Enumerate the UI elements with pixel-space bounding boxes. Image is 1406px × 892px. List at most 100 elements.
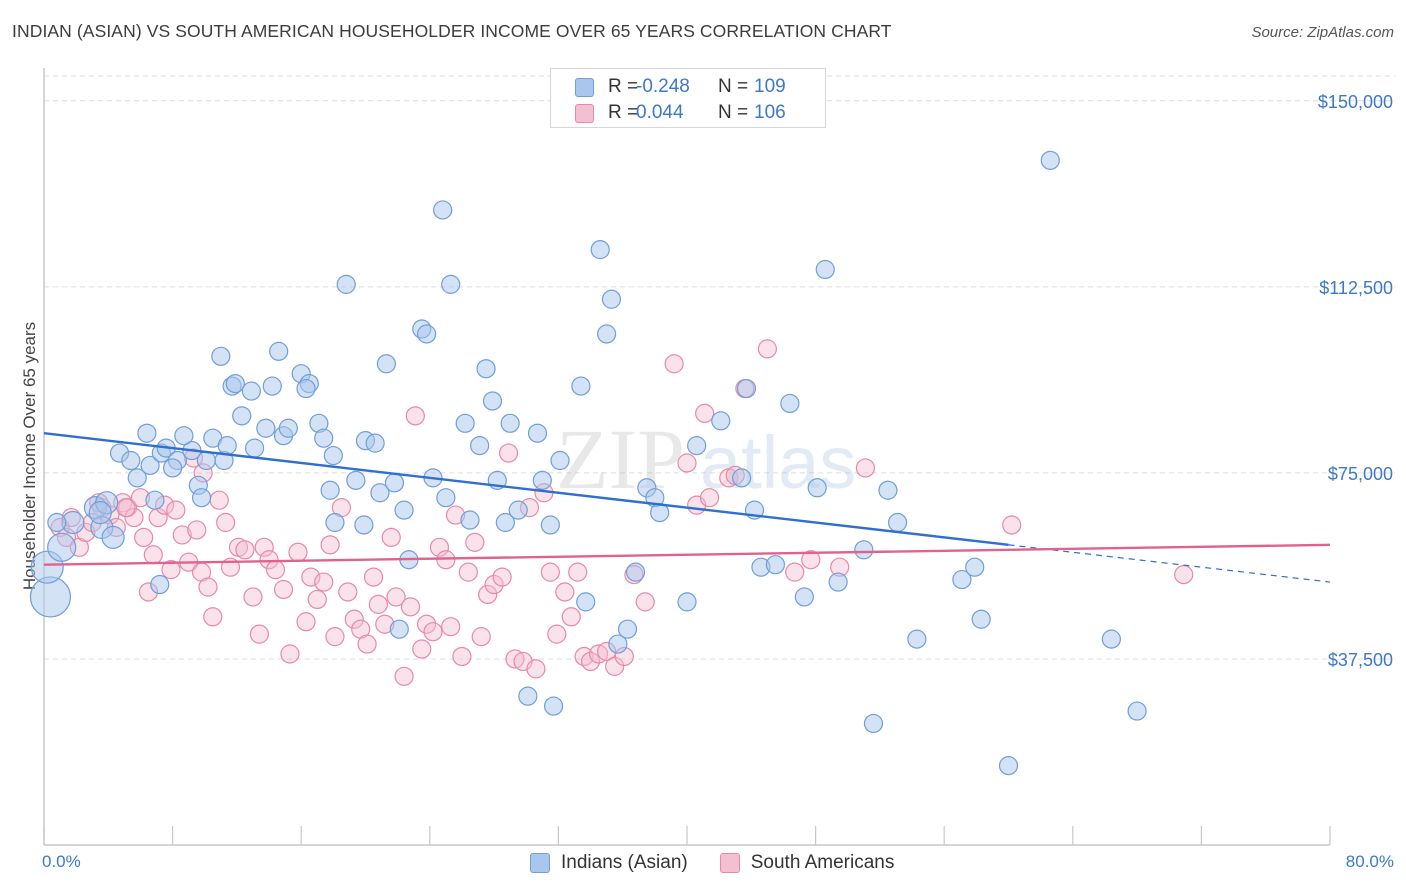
data-point-indians-asian bbox=[145, 490, 165, 510]
axes bbox=[43, 68, 1331, 846]
data-point-indians-asian bbox=[597, 324, 617, 344]
data-point-south-americans bbox=[412, 639, 432, 659]
data-point-indians-asian bbox=[137, 423, 157, 443]
data-point-indians-asian bbox=[677, 592, 697, 612]
legend-swatch-blue bbox=[575, 77, 594, 97]
legend-n-value: 109 bbox=[754, 76, 786, 97]
data-point-south-americans bbox=[166, 500, 186, 520]
series-legend: Indians (Asian) South Americans bbox=[530, 852, 926, 874]
data-point-indians-asian bbox=[887, 512, 908, 533]
data-point-south-americans bbox=[423, 622, 443, 642]
data-point-south-americans bbox=[116, 498, 136, 518]
data-point-indians-asian bbox=[863, 713, 884, 734]
legend-n-value: 106 bbox=[754, 102, 786, 123]
legend-r-label: R = bbox=[608, 76, 639, 97]
data-point-indians-asian bbox=[625, 562, 646, 582]
data-point-south-americans bbox=[363, 567, 384, 587]
data-point-indians-asian bbox=[244, 438, 265, 458]
data-point-south-americans bbox=[526, 659, 546, 679]
y-tick-label: $150,000 bbox=[1318, 92, 1393, 112]
legend-item-south-americans[interactable]: South Americans bbox=[719, 852, 894, 874]
data-point-indians-asian bbox=[815, 259, 835, 280]
data-point-indians-asian bbox=[780, 393, 800, 414]
data-point-south-americans bbox=[429, 537, 450, 557]
data-point-indians-asian bbox=[482, 391, 503, 411]
legend-row-indians: R = -0.248 N = 109 bbox=[575, 74, 786, 100]
legend-n-label: N = bbox=[718, 102, 749, 123]
data-point-indians-asian bbox=[211, 346, 231, 366]
data-point-south-americans bbox=[568, 562, 588, 582]
data-point-indians-asian bbox=[256, 418, 276, 438]
data-point-south-americans bbox=[505, 649, 525, 669]
data-point-south-americans bbox=[325, 627, 345, 647]
data-point-indians-asian bbox=[550, 450, 570, 471]
data-point-indians-asian bbox=[436, 488, 456, 508]
data-point-south-americans bbox=[209, 490, 229, 510]
data-point-south-americans bbox=[338, 582, 358, 602]
data-point-indians-asian bbox=[711, 411, 731, 431]
trend-line-indians-asian-extension bbox=[1008, 544, 1331, 583]
data-point-south-americans bbox=[547, 624, 567, 644]
data-point-south-americans bbox=[143, 545, 163, 565]
data-point-south-americans bbox=[386, 587, 406, 607]
data-point-south-americans bbox=[307, 589, 327, 610]
data-point-indians-asian bbox=[807, 478, 827, 498]
data-point-south-americans bbox=[394, 666, 414, 686]
data-point-indians-asian bbox=[140, 455, 160, 476]
data-point-indians-asian bbox=[518, 686, 538, 706]
data-point-indians-asian bbox=[163, 458, 183, 478]
data-point-south-americans bbox=[216, 512, 236, 533]
data-point-indians-asian bbox=[47, 512, 67, 533]
data-point-indians-asian bbox=[460, 510, 480, 530]
data-point-indians-asian bbox=[687, 436, 707, 456]
legend-row-south-americans: R = 0.044 N = 106 bbox=[575, 100, 786, 126]
legend-swatch-pink bbox=[575, 103, 594, 123]
data-point-indians-asian bbox=[196, 450, 216, 471]
data-point-south-americans bbox=[198, 577, 218, 597]
data-point-south-americans bbox=[254, 537, 274, 557]
data-point-indians-asian bbox=[346, 470, 366, 490]
data-point-south-americans bbox=[555, 582, 575, 602]
data-point-south-americans bbox=[492, 567, 512, 587]
x-tick-max: 80.0% bbox=[1345, 852, 1394, 871]
data-point-south-americans bbox=[699, 488, 720, 508]
x-tick-min: 0.0% bbox=[42, 852, 81, 871]
source-credit: Source: ZipAtlas.com bbox=[1251, 24, 1394, 41]
data-point-indians-asian bbox=[150, 574, 170, 595]
data-point-indians-asian bbox=[543, 696, 564, 716]
data-point-south-americans bbox=[757, 339, 777, 359]
data-point-indians-asian bbox=[370, 483, 390, 503]
data-point-south-americans bbox=[344, 609, 364, 629]
legend-swatch-blue bbox=[530, 853, 550, 873]
data-point-indians-asian bbox=[998, 756, 1019, 776]
data-point-south-americans bbox=[478, 584, 498, 605]
correlation-legend: R = -0.248 N = 109 R = 0.044 N = 106 bbox=[550, 68, 826, 128]
legend-r-value: 0.044 bbox=[636, 102, 684, 123]
data-point-indians-asian bbox=[736, 378, 757, 399]
data-point-indians-asian bbox=[495, 512, 515, 533]
data-point-indians-asian bbox=[174, 426, 194, 446]
legend-item-indians[interactable]: Indians (Asian) bbox=[530, 852, 688, 874]
data-point-south-americans bbox=[1174, 565, 1194, 585]
data-point-indians-asian bbox=[476, 359, 496, 379]
data-point-indians-asian bbox=[576, 592, 596, 612]
watermark: ZIP atlas bbox=[556, 411, 856, 507]
data-point-south-americans bbox=[484, 574, 504, 595]
data-point-south-americans bbox=[296, 612, 316, 632]
data-point-south-americans bbox=[605, 656, 625, 676]
data-point-south-americans bbox=[243, 587, 263, 607]
data-point-indians-asian bbox=[296, 378, 316, 399]
data-point-indians-asian bbox=[217, 436, 237, 456]
data-point-indians-asian bbox=[1101, 629, 1121, 649]
trend-lines bbox=[43, 432, 1331, 583]
legend-label-indians: Indians (Asian) bbox=[561, 852, 688, 873]
data-point-south-americans bbox=[259, 550, 279, 570]
y-tick-label: $112,500 bbox=[1319, 278, 1393, 298]
data-point-south-americans bbox=[635, 592, 655, 612]
data-point-south-americans bbox=[400, 597, 421, 617]
data-point-south-americans bbox=[187, 520, 207, 540]
data-point-south-americans bbox=[580, 651, 601, 672]
data-point-south-americans bbox=[452, 646, 472, 667]
data-point-south-americans bbox=[172, 525, 192, 545]
